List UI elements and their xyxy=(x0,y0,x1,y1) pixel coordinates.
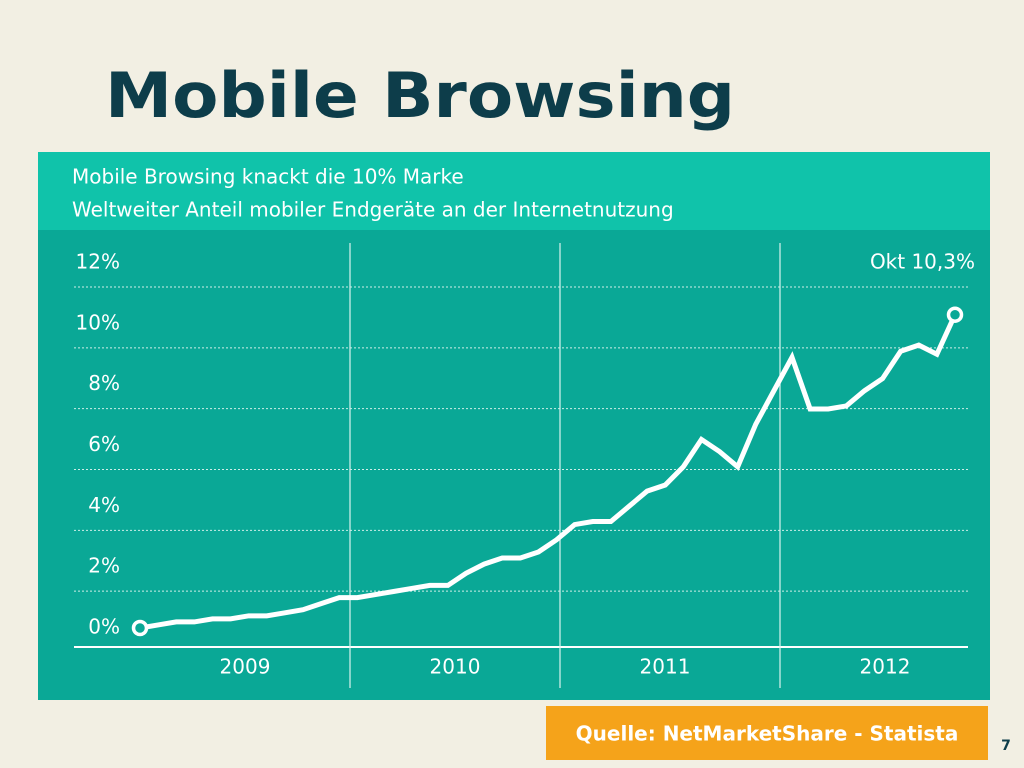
y-tick-label: 2% xyxy=(88,554,120,578)
line xyxy=(139,313,958,631)
y-tick-label: 0% xyxy=(88,615,120,639)
y-tick-label: 12% xyxy=(76,250,120,274)
chart-panel xyxy=(38,152,990,700)
x-tick-label: 2010 xyxy=(430,655,481,679)
chart-header xyxy=(38,152,990,230)
slide-title: Mobile Browsing xyxy=(105,59,735,132)
y-tick-label: 10% xyxy=(76,310,120,334)
chart-title: Mobile Browsing knackt die 10% Marke xyxy=(72,165,464,189)
x-tick-label: 2012 xyxy=(860,655,911,679)
page-number: 7 xyxy=(1001,738,1011,754)
end-marker xyxy=(946,306,964,323)
y-tick-label: 8% xyxy=(88,371,120,395)
end-marker xyxy=(131,619,149,637)
x-tick-label: 2009 xyxy=(220,655,271,679)
x-tick-label: 2011 xyxy=(640,655,691,679)
source: Quelle: NetMarketShare - Statista xyxy=(576,722,959,746)
y-tick-label: 4% xyxy=(88,493,120,517)
chart-subtitle: Weltweiter Anteil mobiler Endgeräte an d… xyxy=(72,198,674,222)
source-box xyxy=(546,706,988,760)
y-tick-label: 6% xyxy=(88,432,120,456)
annotation: Okt 10,3% xyxy=(870,250,975,274)
